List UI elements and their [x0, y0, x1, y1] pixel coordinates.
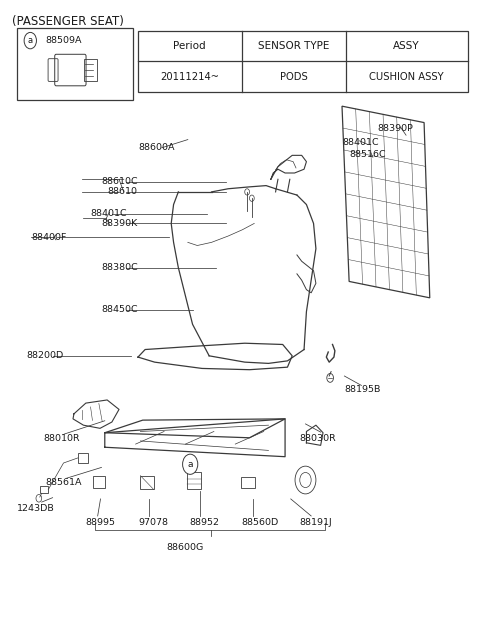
Text: 88560D: 88560D [241, 518, 279, 527]
Text: 88010R: 88010R [43, 434, 80, 443]
Bar [138, 31, 468, 92]
Text: 88380C: 88380C [101, 263, 138, 272]
Text: 20111214~: 20111214~ [160, 71, 219, 81]
Text: 1243DB: 1243DB [17, 504, 55, 513]
Text: a: a [28, 36, 33, 45]
Text: 88401C: 88401C [342, 138, 379, 148]
Text: 88509A: 88509A [46, 36, 82, 45]
Bar [187, 472, 201, 490]
Text: 88200D: 88200D [26, 351, 64, 361]
Text: 88610: 88610 [107, 188, 137, 197]
Text: 88390K: 88390K [101, 219, 138, 228]
Text: Period: Period [173, 41, 206, 52]
Text: ASSY: ASSY [394, 41, 420, 52]
Bar [40, 486, 48, 494]
Text: 88516C: 88516C [349, 149, 386, 158]
Text: 88952: 88952 [189, 518, 219, 527]
Text: 88600G: 88600G [167, 543, 204, 552]
Text: 88191J: 88191J [300, 518, 332, 527]
Text: 88401C: 88401C [91, 209, 127, 219]
Bar [93, 476, 105, 488]
Text: 88610C: 88610C [101, 177, 138, 186]
Text: 88400F: 88400F [31, 233, 67, 242]
Bar [241, 477, 255, 488]
Text: CUSHION ASSY: CUSHION ASSY [370, 71, 444, 81]
Bar [140, 476, 154, 490]
Text: 97078: 97078 [138, 518, 168, 527]
Text: a: a [187, 460, 193, 469]
Text: SENSOR TYPE: SENSOR TYPE [258, 41, 329, 52]
Text: 88995: 88995 [86, 518, 116, 527]
Text: 88450C: 88450C [101, 305, 138, 314]
Text: 88561A: 88561A [46, 478, 82, 487]
Text: 88390P: 88390P [378, 125, 413, 134]
Bar [17, 28, 133, 100]
Text: 88030R: 88030R [300, 434, 336, 443]
Text: 88195B: 88195B [344, 385, 381, 394]
Text: PODS: PODS [280, 71, 308, 81]
Text: 88600A: 88600A [138, 143, 175, 152]
Text: (PASSENGER SEAT): (PASSENGER SEAT) [12, 15, 124, 29]
Bar [78, 453, 88, 463]
Circle shape [182, 454, 198, 474]
